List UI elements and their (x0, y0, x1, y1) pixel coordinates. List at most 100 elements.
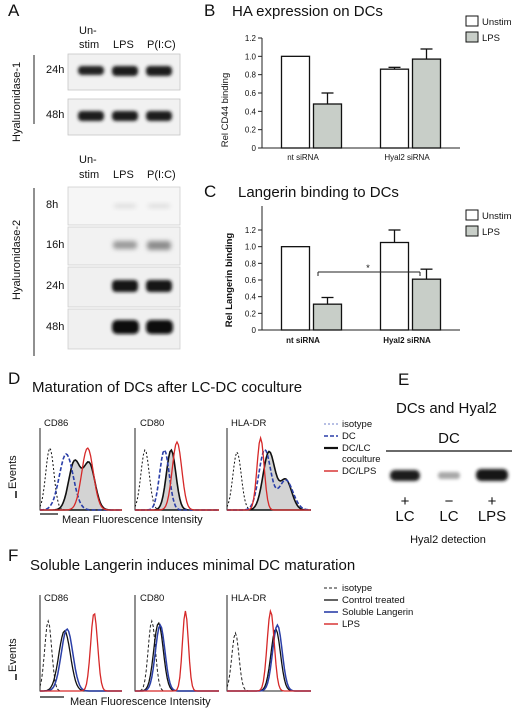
panel-f-histograms (39, 595, 311, 692)
panel-f-isotype-curve (39, 619, 122, 692)
c-ytick-label: 1.0 (245, 243, 257, 252)
hyal1-col-lps: LPS (113, 39, 134, 51)
panel-b-title: HA expression on DCs (232, 3, 383, 20)
c-bar (379, 241, 410, 331)
c-ytick-label: 0 (252, 326, 257, 335)
panel-f-marker-cd86: CD86 (44, 593, 68, 604)
c-ytick-label: 0.8 (245, 259, 257, 268)
c-ytick-label: 1.2 (245, 226, 257, 235)
panel-c-bars (280, 229, 442, 331)
c-ytick-label: 0.6 (245, 276, 257, 285)
panel-d-ylabel: Events (7, 455, 19, 489)
panel-f-legend-control: Control treated (342, 595, 405, 606)
panel-b-cat-hyal2: Hyal2 siRNA (384, 153, 430, 162)
panel-d-legend-dclps: DC/LPS (342, 466, 376, 477)
panel-d-legend-dclc: DC/LC (342, 443, 371, 454)
panel-e-sign-3: + (488, 493, 497, 510)
panel-c-cat-hyal2: Hyal2 siRNA (383, 336, 431, 345)
panel-f-ylabel: Events (7, 638, 19, 672)
hyal2-time-16h: 16h (46, 239, 64, 251)
panel-f-legend-lps: LPS (342, 619, 360, 630)
b-bar (379, 68, 410, 149)
panel-f-isotype-curve (135, 619, 219, 692)
panel-f-lps-curve (227, 608, 311, 692)
panel-d-lps-curve (227, 435, 311, 511)
panel-c-sig-star: * (366, 263, 370, 274)
panel-f-legend-soluble: Soluble Langerin (342, 607, 413, 618)
panel-c-title: Langerin binding to DCs (238, 184, 399, 201)
panel-c-legend-lps: LPS (482, 227, 500, 238)
b-ytick-label: 0.6 (245, 89, 257, 98)
panel-b-cat-nt: nt siRNA (287, 153, 319, 162)
hyal1-col-unstim-1: Un- (79, 25, 97, 37)
b-bar (280, 55, 311, 149)
b-ytick-label: 0.2 (245, 126, 257, 135)
panel-f-lps-curve (40, 612, 122, 692)
hyal2-blot-24h (67, 266, 181, 308)
panel-e-lane-lc-1: LC (395, 508, 414, 525)
hyal2-col-unstim-1: Un- (79, 154, 97, 166)
panel-c-legend-unstim-swatch (465, 209, 479, 221)
panel-d-isotype-curve (226, 450, 311, 511)
panel-c-ticks: 0 0.2 0.4 0.6 0.8 1.0 1.2 (245, 226, 262, 335)
hyal2-time-48h: 48h (46, 321, 64, 333)
b-ytick-label: 1.2 (245, 34, 257, 43)
panel-b-bars (280, 48, 442, 149)
panel-d-legend-coculture: coculture (342, 454, 381, 465)
hyal2-blot-16h (67, 226, 181, 266)
hyal2-blot-48h (67, 308, 181, 350)
panel-e-lane-lc-2: LC (439, 508, 458, 525)
panel-b-legend-lps-swatch (465, 31, 479, 43)
panel-e-title: DCs and Hyal2 (396, 400, 497, 417)
c-bar (411, 278, 442, 331)
panel-e: E DCs and Hyal2 DC + − + LC LC LPS Hyal2… (386, 370, 512, 546)
b-ytick-label: 0.4 (245, 107, 257, 116)
panel-c-significance: * (317, 263, 421, 276)
panel-d-legend-isotype: isotype (342, 419, 372, 430)
panel-d-coculture-curve (135, 448, 219, 511)
hyal2-time-24h: 24h (46, 280, 64, 292)
panel-f-marker-cd80: CD80 (140, 593, 164, 604)
c-ytick-label: 0.4 (245, 293, 257, 302)
panel-f: F Soluble Langerin induces minimal DC ma… (7, 546, 413, 708)
panel-d-marker-cd80: CD80 (140, 418, 164, 429)
panel-d-lps-curve (135, 440, 219, 511)
hyal1-time-24h: 24h (46, 64, 64, 76)
hyal1-col-pic: P(I:C) (147, 39, 176, 51)
panel-f-xlabel: Mean Fluorescence Intensity (70, 696, 211, 708)
panel-f-soluble-curve (135, 623, 219, 692)
panel-b-ticks: 0 0.2 0.4 0.6 0.8 1.0 1.2 (245, 34, 262, 153)
panel-f-label: F (8, 546, 18, 565)
panel-e-sign-1: + (401, 493, 410, 510)
hyal1-title: Hyaluronidase-1 (11, 62, 23, 142)
panel-b-legend: Unstim LPS (465, 15, 512, 44)
panel-d: D Maturation of DCs after LC-DC cocultur… (7, 369, 381, 526)
c-ytick-label: 0.2 (245, 309, 257, 318)
b-ytick-label: 1.0 (245, 52, 257, 61)
panel-c-legend: Unstim LPS (465, 209, 512, 238)
panel-f-lps-curve (135, 610, 219, 692)
hyal1-blot-48h (67, 98, 181, 136)
panel-f-hist-frame (39, 595, 122, 692)
b-ytick-label: 0 (252, 144, 257, 153)
panel-e-lane-lps: LPS (478, 508, 506, 525)
panel-d-lps-curve (40, 447, 122, 511)
hyal2-col-pic: P(I:C) (147, 169, 176, 181)
panel-b-legend-lps: LPS (482, 33, 500, 44)
panel-a: A Un- stim LPS P(I:C) Hyaluronidase-1 24… (8, 1, 181, 356)
panel-f-title: Soluble Langerin induces minimal DC matu… (30, 557, 355, 574)
hyal1-col-unstim-2: stim (79, 39, 99, 51)
b-bar (411, 58, 442, 149)
panel-f-legend: isotype Control treated Soluble Langerin… (324, 583, 413, 630)
panel-e-sign-2: − (445, 493, 454, 510)
panel-f-marker-hladr: HLA-DR (231, 593, 267, 604)
panel-d-marker-hladr: HLA-DR (231, 418, 267, 429)
panel-f-isotype-curve (226, 631, 311, 692)
b-bar (312, 103, 343, 149)
panel-d-title: Maturation of DCs after LC-DC coculture (32, 379, 302, 396)
panel-d-xlabel: Mean Fluorescence Intensity (62, 514, 203, 526)
panel-d-legend: isotype DC DC/LC coculture DC/LPS (324, 419, 381, 477)
c-bar (280, 246, 311, 331)
hyal1-blot-24h (67, 53, 181, 91)
